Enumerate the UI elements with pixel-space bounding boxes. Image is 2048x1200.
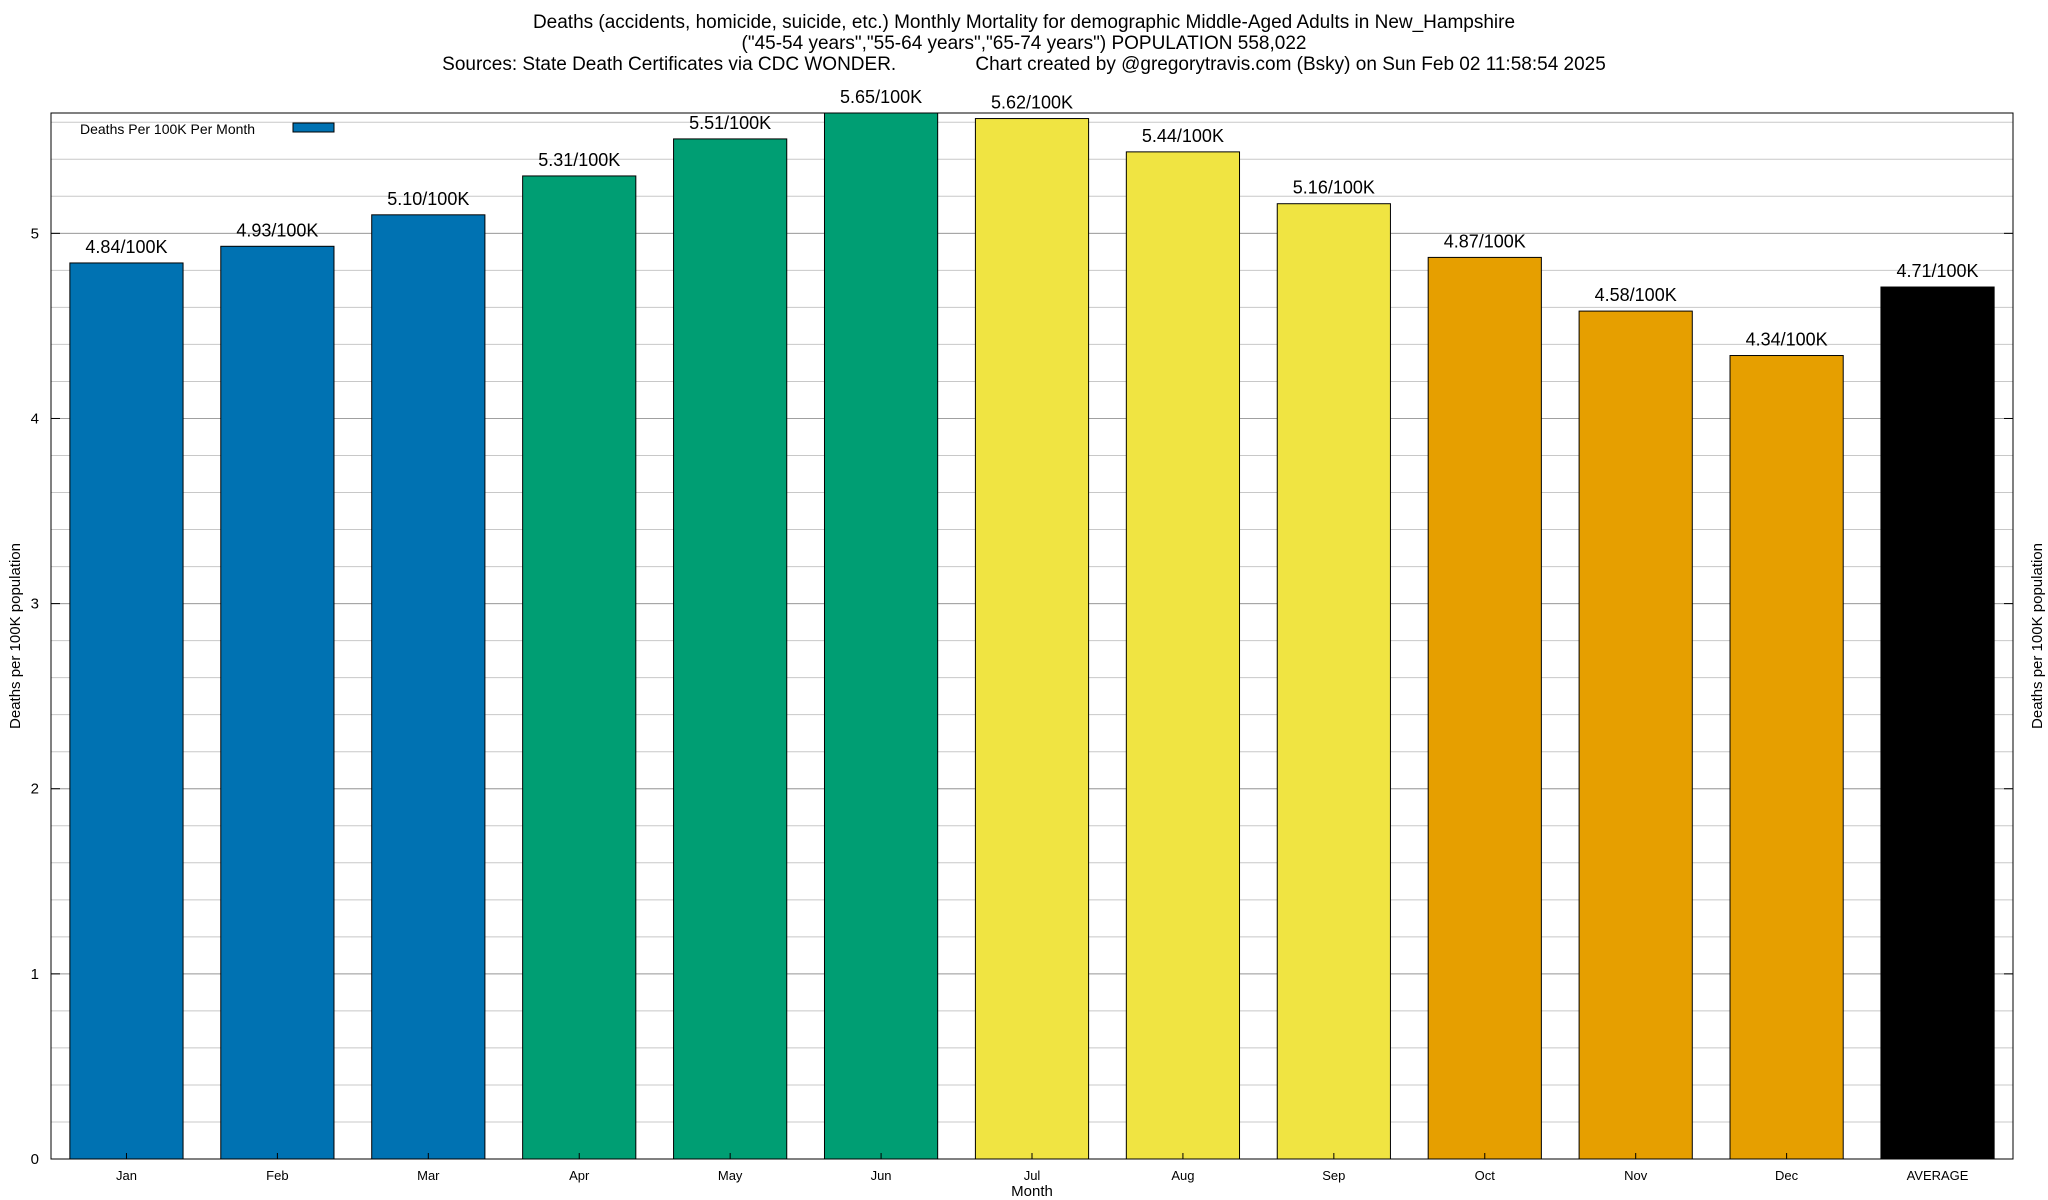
chart-title-block: Deaths (accidents, homicide, suicide, et… <box>0 12 2048 75</box>
x-tick-label-jun: Jun <box>871 1168 892 1183</box>
x-tick-label-aug: Aug <box>1171 1168 1194 1183</box>
bar-apr <box>522 175 637 1160</box>
data-label-sep: 5.16/100K <box>1293 178 1375 198</box>
bar-aug <box>1125 151 1241 1160</box>
chart-subtitle: ("45-54 years","55-64 years","65-74 year… <box>741 33 1307 54</box>
plot-frame <box>50 112 2014 1160</box>
y-axis-title-right: Deaths per 100K population <box>2029 543 2046 729</box>
data-label-mar: 5.10/100K <box>387 189 469 209</box>
x-tick-label-average: AVERAGE <box>1907 1168 1969 1183</box>
bar-jun <box>823 112 939 1160</box>
x-tick-label-mar: Mar <box>417 1168 440 1183</box>
x-tick-label-jan: Jan <box>116 1168 137 1183</box>
x-tick-label-nov: Nov <box>1624 1168 1648 1183</box>
y-tick-label: 0 <box>31 1151 39 1168</box>
bar-nov <box>1578 310 1693 1160</box>
x-tick-label-may: May <box>718 1168 743 1183</box>
data-label-jan: 4.84/100K <box>85 237 167 257</box>
x-tick-label-sep: Sep <box>1322 1168 1345 1183</box>
y-tick-label: 5 <box>31 225 39 242</box>
bar-oct <box>1427 256 1542 1160</box>
data-label-oct: 4.87/100K <box>1444 231 1526 251</box>
bar-mar <box>371 214 486 1160</box>
data-label-feb: 4.93/100K <box>236 220 318 240</box>
data-label-nov: 4.58/100K <box>1595 285 1677 305</box>
data-label-aug: 5.44/100K <box>1142 126 1224 146</box>
bar-jan <box>69 262 184 1160</box>
legend-label: Deaths Per 100K Per Month <box>80 121 255 137</box>
data-label-jul: 5.62/100K <box>991 93 1073 113</box>
chart-title: Deaths (accidents, homicide, suicide, et… <box>532 12 1516 33</box>
bar-dec <box>1729 355 1844 1160</box>
y-tick-label: 3 <box>31 596 39 613</box>
bar-average <box>1880 286 1995 1160</box>
data-label-dec: 4.34/100K <box>1746 330 1828 350</box>
y-tick-label: 4 <box>31 410 39 427</box>
x-axis-title: Month <box>1011 1183 1053 1200</box>
data-label-may: 5.51/100K <box>689 113 771 133</box>
y-tick-label: 2 <box>31 781 39 798</box>
data-label-jun: 5.65/100K <box>840 87 922 107</box>
data-label-apr: 5.31/100K <box>538 150 620 170</box>
x-tick-label-jul: Jul <box>1024 1168 1041 1183</box>
bar-feb <box>220 245 335 1160</box>
x-tick-label-apr: Apr <box>569 1168 590 1183</box>
x-tick-label-oct: Oct <box>1475 1168 1496 1183</box>
bar-sep <box>1276 203 1391 1160</box>
bar-may <box>673 138 788 1160</box>
x-tick-label-feb: Feb <box>266 1168 288 1183</box>
y-tick-label: 1 <box>31 966 39 983</box>
y-axis-title-left: Deaths per 100K population <box>7 543 24 729</box>
x-tick-label-dec: Dec <box>1775 1168 1799 1183</box>
data-label-average: 4.71/100K <box>1896 261 1978 281</box>
chart-source-credit: Sources: State Death Certificates via CD… <box>442 54 1606 75</box>
legend-swatch <box>292 122 335 133</box>
bar-jul <box>974 118 1090 1160</box>
